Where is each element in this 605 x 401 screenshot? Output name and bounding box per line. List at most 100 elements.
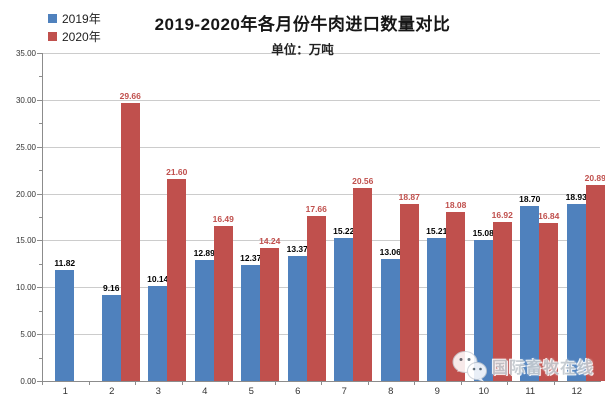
x-axis-label-month-2: 2 — [109, 386, 115, 397]
bar-label-2020年-m12: 20.89 — [584, 173, 605, 184]
bar-label-2019年-m9: 15.21 — [426, 226, 448, 237]
bar-label-2020年-m4: 16.49 — [212, 214, 234, 225]
y-axis-label-15: 15.00 — [15, 236, 36, 246]
ytick-major-5 — [37, 334, 42, 336]
bar-label-2019年-m11: 18.70 — [519, 193, 541, 204]
bar-label-2019年-m10: 15.08 — [472, 227, 494, 238]
x-axis-label-month-6: 6 — [295, 386, 301, 397]
bar-2020年-m6 — [306, 215, 326, 381]
legend-label-2019: 2019年 — [62, 11, 101, 26]
bar-label-2020年-m3: 21.60 — [166, 166, 188, 177]
bar-2019年-m10 — [473, 239, 493, 381]
bar-label-2020年-m11: 16.84 — [538, 211, 560, 222]
y-axis-label-35: 35.00 — [15, 49, 36, 58]
bar-label-2020年-m10: 16.92 — [491, 210, 513, 221]
bar-label-2019年-m4: 12.89 — [193, 248, 215, 259]
gridline-25 — [42, 146, 600, 148]
bar-2019年-m8 — [380, 258, 400, 381]
xtick-8 — [367, 381, 369, 385]
gridline-35 — [42, 53, 600, 54]
bar-label-2020年-m7: 20.56 — [352, 176, 374, 187]
xtick-10 — [460, 381, 462, 385]
bar-label-2019年-m3: 10.14 — [147, 273, 169, 284]
bar-2020年-m3 — [167, 178, 187, 381]
bar-2020年-m11 — [539, 223, 559, 381]
bar-label-2019年-m2: 9.16 — [102, 283, 120, 294]
bar-2020年-m8 — [399, 204, 419, 381]
legend-item-2020: 2020年 — [48, 27, 101, 45]
ytick-major-10 — [37, 287, 42, 289]
bar-label-2019年-m5: 12.37 — [240, 253, 262, 264]
ytick-minor — [39, 217, 42, 218]
y-axis-line — [42, 53, 43, 381]
bar-label-2019年-m6: 13.37 — [286, 243, 308, 254]
y-axis-label-20: 20.00 — [15, 189, 36, 199]
bar-2019年-m7 — [334, 238, 354, 381]
y-axis-label-10: 10.00 — [15, 283, 36, 293]
gridline-30 — [42, 99, 600, 101]
ytick-minor — [39, 357, 42, 359]
xtick-9 — [414, 381, 415, 385]
legend-swatch-2020 — [48, 31, 57, 41]
xtick-1 — [42, 381, 43, 385]
chart-legend: 2019年 2020年 — [48, 9, 101, 45]
watermark: 国际畜牧在线 — [450, 349, 594, 383]
ytick-major-25 — [37, 146, 42, 148]
bar-label-2019年-m8: 13.06 — [379, 246, 401, 257]
bar-label-2020年-m5: 14.24 — [259, 235, 281, 246]
y-axis-label-5: 5.00 — [20, 330, 36, 340]
x-axis-label-month-1: 1 — [62, 386, 68, 397]
x-axis-label-month-10: 10 — [478, 386, 490, 397]
bar-2019年-m2 — [101, 295, 121, 381]
ytick-minor — [39, 76, 42, 78]
bar-2020年-m12 — [585, 185, 605, 381]
ytick-major-15 — [37, 240, 42, 242]
bar-2019年-m3 — [148, 285, 168, 381]
xtick-3 — [135, 381, 136, 385]
xtick-7 — [321, 381, 322, 385]
gridline-20 — [42, 193, 600, 195]
bar-label-2019年-m1: 11.82 — [54, 258, 76, 269]
bar-2019年-m11 — [520, 205, 540, 381]
bar-label-2020年-m6: 17.66 — [305, 203, 327, 214]
ytick-major-20 — [37, 193, 42, 195]
bar-2019年-m9 — [427, 238, 447, 381]
bar-label-2020年-m8: 18.87 — [398, 192, 420, 203]
xtick-12 — [553, 381, 555, 385]
bar-label-2020年-m9: 18.08 — [445, 199, 467, 210]
bar-2020年-m7 — [353, 188, 373, 381]
watermark-text: 国际畜牧在线 — [492, 360, 595, 377]
bar-2020年-m4 — [213, 226, 233, 381]
bar-2020年-m2 — [120, 103, 140, 381]
bar-2019年-m5 — [241, 265, 261, 381]
legend-item-2019: 2019年 — [48, 9, 101, 27]
ytick-minor — [39, 263, 42, 265]
xtick-4 — [181, 381, 183, 385]
bar-2019年-m1 — [55, 270, 75, 381]
y-axis-label-30: 30.00 — [15, 95, 36, 105]
x-axis-label-month-8: 8 — [388, 386, 394, 397]
bar-2019年-m12 — [566, 203, 586, 381]
x-axis-label-month-4: 4 — [202, 386, 208, 397]
bar-2020年-m10 — [492, 222, 512, 381]
xtick-11 — [507, 381, 508, 385]
bar-2020年-m9 — [446, 211, 466, 381]
bar-label-2019年-m12: 18.93 — [565, 191, 587, 202]
xtick-6 — [274, 381, 276, 385]
bar-2020年-m5 — [260, 247, 280, 381]
x-axis-label-month-11: 11 — [525, 386, 536, 397]
y-axis-label-25: 25.00 — [15, 142, 36, 152]
ytick-minor — [39, 123, 42, 125]
ytick-minor — [39, 310, 42, 312]
ytick-major-0 — [37, 381, 42, 382]
ytick-major-35 — [37, 53, 42, 54]
legend-swatch-2019 — [48, 13, 57, 23]
ytick-minor — [39, 170, 42, 172]
bar-label-2019年-m7: 15.22 — [333, 226, 355, 237]
x-axis-label-month-7: 7 — [341, 386, 347, 397]
legend-label-2020: 2020年 — [62, 29, 101, 44]
xtick-2 — [88, 381, 90, 385]
x-axis-label-month-3: 3 — [155, 386, 161, 397]
